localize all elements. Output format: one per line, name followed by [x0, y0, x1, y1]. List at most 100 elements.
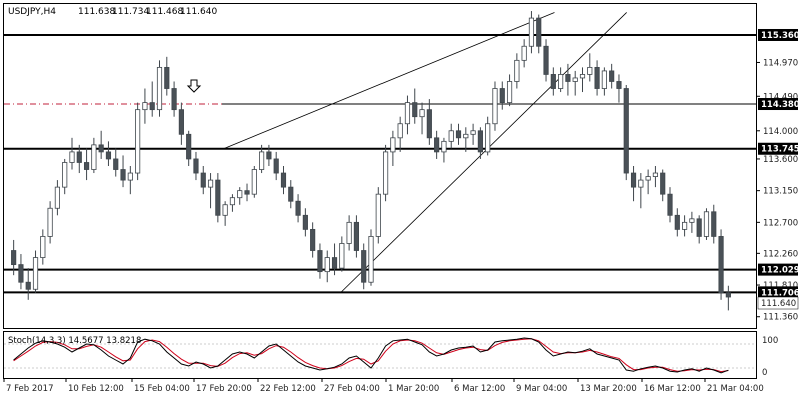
- candle: [339, 236, 345, 272]
- candle: [579, 67, 586, 93]
- candle: [543, 39, 549, 82]
- candle: [375, 187, 381, 244]
- candle: [127, 166, 133, 195]
- time-tick-label: 22 Feb 12:00: [260, 384, 316, 394]
- down-arrow-icon[interactable]: [186, 79, 202, 93]
- low-value: 111.468: [146, 7, 183, 17]
- level-price-tag: [758, 286, 798, 299]
- price-tick-label: 114.970: [763, 58, 798, 68]
- candle: [368, 229, 374, 286]
- candle: [645, 169, 651, 195]
- candle: [324, 250, 330, 283]
- candle: [171, 81, 177, 117]
- candle: [149, 81, 155, 117]
- candle: [550, 67, 556, 96]
- level-price-tag: [758, 28, 798, 41]
- candle: [521, 39, 527, 68]
- stoch-label: Stoch(14,3,3) 14.5677 13.8218: [8, 336, 141, 346]
- candle: [25, 268, 31, 300]
- candle: [492, 81, 498, 131]
- candle: [434, 130, 440, 159]
- high-value: 111.734: [112, 7, 149, 17]
- stochastic-lines: [4, 337, 756, 374]
- level-price-label: 111.706: [761, 288, 800, 298]
- time-tick-label: 10 Feb 12:00: [68, 384, 124, 394]
- candle: [186, 130, 192, 166]
- level-price-tag: [758, 263, 798, 276]
- candle: [601, 67, 607, 96]
- price-tick-label: 112.700: [763, 218, 798, 228]
- candle: [32, 250, 39, 293]
- current-price-label: 111.640: [761, 299, 796, 309]
- price-axis: 114.970 114.490 114.000 113.600 113.150 112.7…: [756, 28, 800, 323]
- candle: [528, 11, 535, 54]
- candle: [120, 155, 126, 188]
- candle: [113, 148, 119, 177]
- candles: [11, 11, 731, 311]
- candle: [660, 169, 666, 202]
- candle: [485, 116, 491, 156]
- candle: [426, 99, 432, 145]
- candle: [448, 123, 454, 149]
- candle: [62, 158, 68, 195]
- candle: [302, 208, 308, 237]
- candle: [295, 194, 301, 223]
- symbol-label: USDJPY,H4: [8, 7, 56, 17]
- candle: [696, 215, 702, 244]
- candle: [222, 201, 228, 226]
- candle: [244, 183, 250, 202]
- trendlines: [223, 12, 627, 293]
- candle: [609, 63, 615, 89]
- candle: [572, 70, 578, 96]
- candle: [667, 187, 673, 223]
- time-tick-label: 7 Feb 2017: [6, 384, 54, 394]
- candle: [251, 166, 257, 198]
- candle: [587, 53, 593, 82]
- price-tick-label: 111.360: [763, 313, 798, 323]
- candle: [361, 243, 367, 290]
- candle: [164, 56, 170, 96]
- candle: [76, 144, 82, 174]
- time-tick-label: 6 Mar 12:00: [454, 384, 505, 394]
- time-tick-label: 9 Mar 04:00: [516, 384, 567, 394]
- candle: [135, 102, 141, 181]
- candle: [674, 208, 680, 237]
- price-tick-label: 114.000: [763, 127, 798, 137]
- candle: [353, 215, 360, 258]
- open-value: 111.638: [78, 7, 115, 17]
- candle: [237, 187, 243, 205]
- horizontal-levels: [4, 33, 756, 294]
- candle: [54, 180, 60, 216]
- price-tick-label: 114.490: [763, 92, 798, 102]
- price-tick-label: 111.810: [763, 281, 798, 291]
- time-tick-label: 1 Mar 20:00: [388, 384, 439, 394]
- time-tick-label: 17 Feb 20:00: [196, 384, 252, 394]
- candle: [594, 60, 600, 96]
- candle: [142, 88, 148, 124]
- candle: [455, 123, 462, 145]
- stoch-signal-line: [13, 338, 729, 373]
- candle: [105, 141, 112, 166]
- candle: [266, 144, 272, 166]
- candle: [565, 63, 571, 96]
- candle: [470, 123, 476, 145]
- trendline[interactable]: [223, 12, 555, 150]
- level-price-label: 114.380: [761, 100, 800, 110]
- candle: [558, 67, 564, 93]
- candle: [390, 130, 396, 166]
- candle: [178, 102, 184, 145]
- candle: [536, 14, 542, 54]
- candle: [331, 243, 338, 276]
- time-tick-label: 27 Feb 04:00: [324, 384, 380, 394]
- candle: [193, 151, 199, 181]
- candle: [18, 254, 24, 290]
- candle: [463, 127, 469, 152]
- trendline[interactable]: [340, 12, 627, 293]
- candle: [499, 81, 505, 110]
- time-axis: 7 Feb 2017 10 Feb 12:00 15 Feb 04:00 17 Feb…: [3, 378, 764, 394]
- candle: [412, 88, 418, 124]
- candle: [397, 116, 403, 152]
- price-tick-label: 112.260: [763, 249, 798, 259]
